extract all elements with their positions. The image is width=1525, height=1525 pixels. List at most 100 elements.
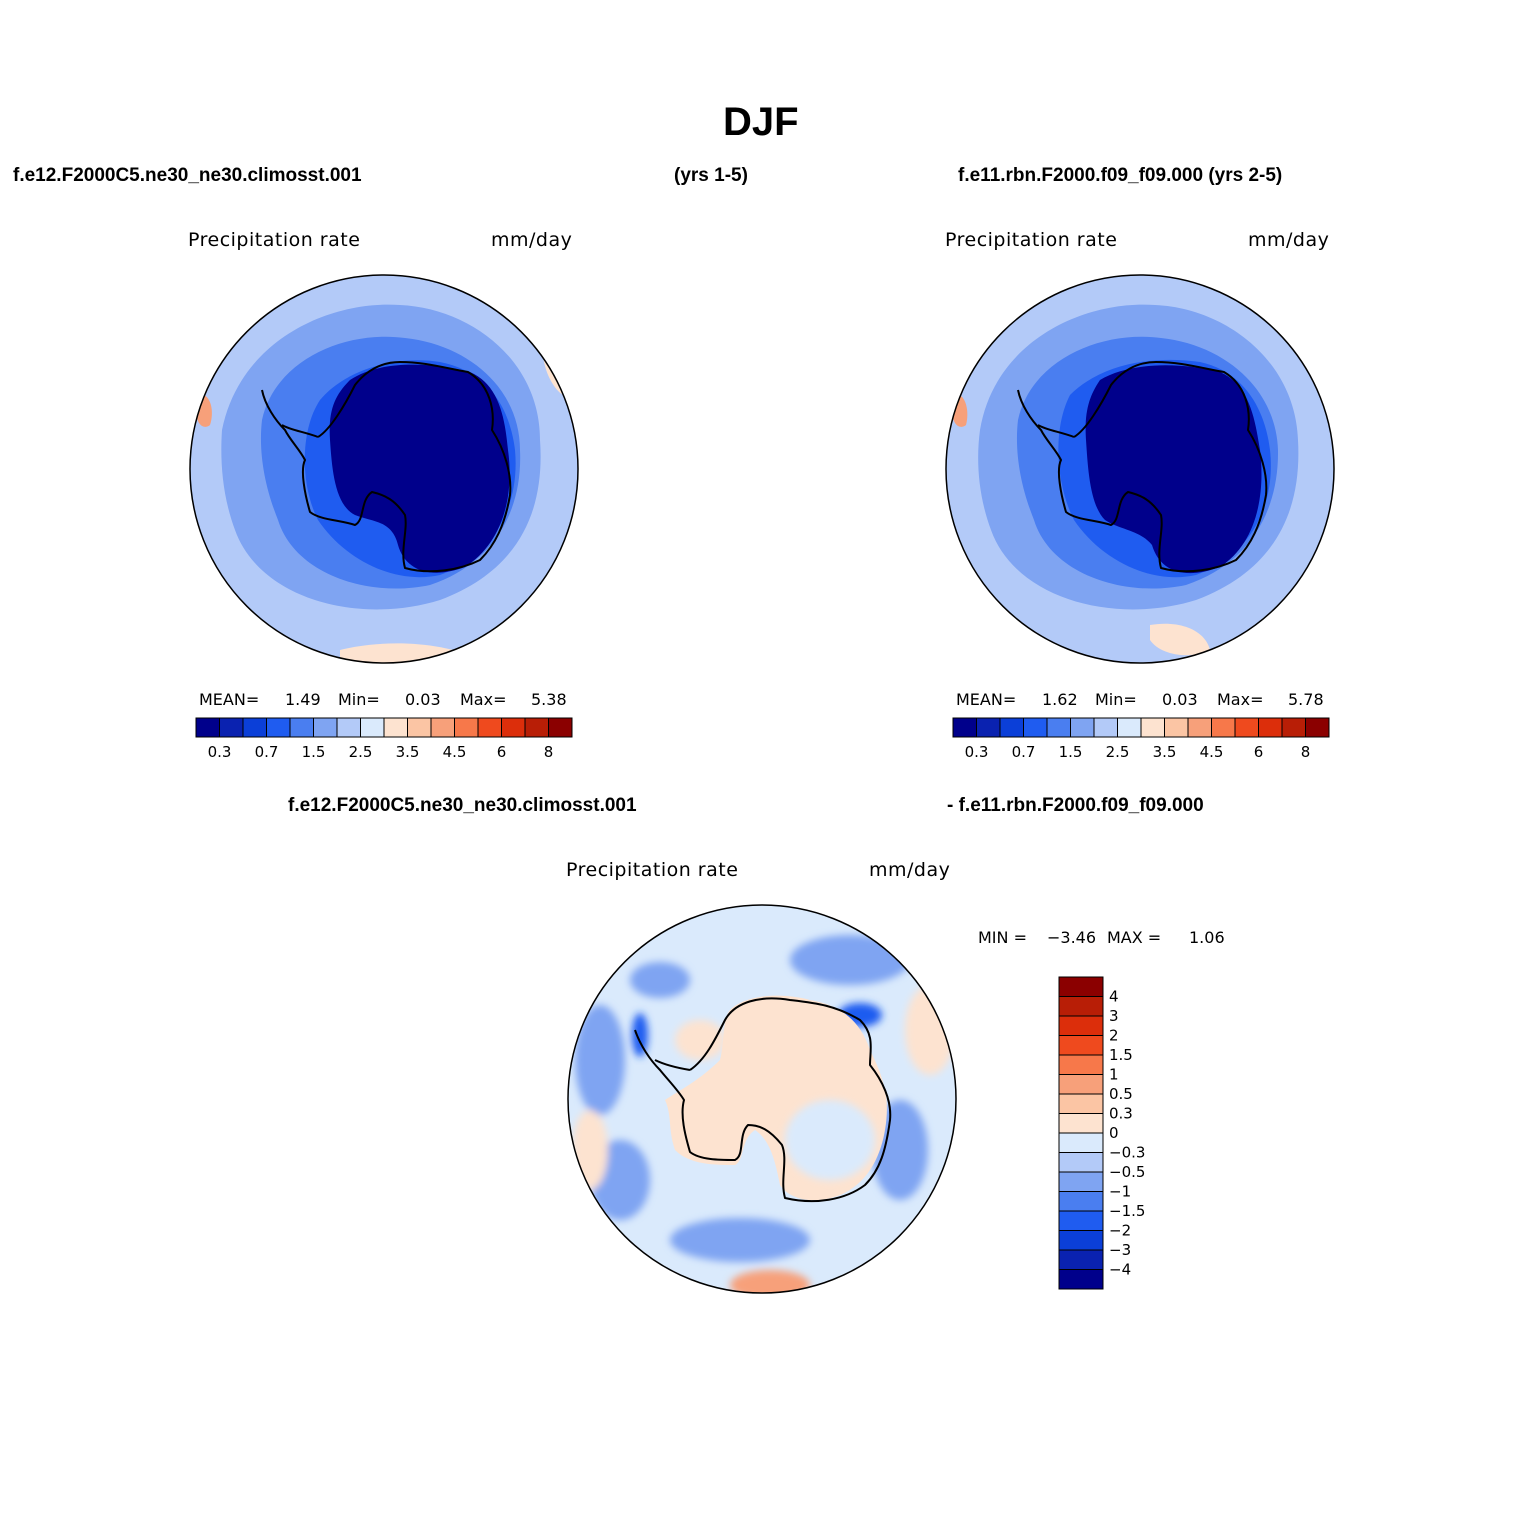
top-left-colorbar-swatch: [477, 717, 502, 738]
top-left-colorbar-swatch: [524, 717, 549, 738]
top-right-colorbar-tick-label: 1.5: [1059, 743, 1083, 761]
difference-colorbar-tick-label: −1.5: [1109, 1202, 1145, 1220]
top-left-colorbar-swatch: [266, 717, 291, 738]
difference-east-antarctica-negative: [785, 1100, 875, 1180]
top-right-max-value: 5.78: [1288, 690, 1324, 709]
top-right-min-label: Min=: [1095, 690, 1137, 709]
difference-colorbar-swatch: [1058, 1074, 1104, 1095]
bottom-case-label-right: - f.e11.rbn.F2000.f09_f09.000: [947, 795, 1204, 816]
top-right-colorbar-swatch: [1211, 717, 1236, 738]
difference-colorbar-tick-label: −0.3: [1109, 1144, 1145, 1162]
top-right-colorbar-tick-label: 2.5: [1106, 743, 1130, 761]
bottom-min-label: MIN =: [978, 928, 1027, 947]
top-right-case-label: f.e11.rbn.F2000.f09_f09.000 (yrs 2-5): [958, 165, 1283, 186]
top-left-colorbar-swatch: [336, 717, 361, 738]
difference-colorbar-swatch: [1058, 1269, 1104, 1290]
difference-colorbar-tick-label: 0: [1109, 1124, 1119, 1142]
difference-colorbar: 43 21.5 10.5 0.30 −0.3−0.5 −1−1.5 −2−3 −4: [1058, 976, 1145, 1290]
top-right-colorbar-swatch: [1164, 717, 1189, 738]
top-left-years-label: (yrs 1-5): [674, 165, 748, 186]
difference-colorbar-tick-label: −3: [1109, 1241, 1131, 1259]
difference-colorbar-tick-label: 4: [1109, 988, 1119, 1006]
top-right-warm-patch-bottom: [1150, 623, 1210, 656]
difference-positive-patch-3: [730, 1270, 810, 1293]
difference-negative-patch-4: [790, 935, 910, 985]
top-left-colorbar-swatch: [195, 717, 220, 738]
difference-colorbar-swatch: [1058, 1230, 1104, 1251]
top-left-colorbar-swatch: [242, 717, 267, 738]
difference-colorbar-swatch: [1058, 1210, 1104, 1231]
top-left-colorbar-tick-label: 0.3: [208, 743, 232, 761]
top-right-colorbar-tick-label: 0.7: [1012, 743, 1036, 761]
top-left-colorbar-swatch: [501, 717, 526, 738]
top-right-units: mm/day: [1248, 229, 1330, 251]
difference-negative-patch-3: [670, 1218, 810, 1262]
difference-colorbar-tick-label: −0.5: [1109, 1163, 1145, 1181]
top-left-min-value: 0.03: [405, 690, 441, 709]
difference-polar-map: [567, 904, 957, 1294]
top-right-colorbar-tick-label: 3.5: [1153, 743, 1177, 761]
difference-colorbar-swatch: [1058, 996, 1104, 1017]
top-right-colorbar-swatch: [1140, 717, 1165, 738]
top-left-colorbar-swatch: [407, 717, 432, 738]
top-right-colorbar-tick-label: 6: [1254, 743, 1264, 761]
bottom-max-label: MAX =: [1107, 928, 1162, 947]
difference-colorbar-tick-label: −1: [1109, 1183, 1131, 1201]
top-right-antarctica-fill: [1085, 365, 1262, 574]
difference-negative-patch-1: [575, 1005, 625, 1115]
top-left-case-label: f.e12.F2000C5.ne30_ne30.climosst.001: [13, 165, 362, 186]
top-right-mean-value: 1.62: [1042, 690, 1078, 709]
top-left-colorbar-swatch: [383, 717, 408, 738]
bottom-case-label-left: f.e12.F2000C5.ne30_ne30.climosst.001: [288, 795, 637, 816]
difference-positive-patch-2: [572, 1110, 608, 1190]
top-right-colorbar-swatch: [976, 717, 1001, 738]
difference-colorbar-swatch: [1058, 1035, 1104, 1056]
top-left-coastline: [261, 361, 512, 573]
difference-positive-patch-1: [905, 985, 955, 1075]
top-right-colorbar-swatch: [1023, 717, 1048, 738]
top-right-colorbar: 0.3 0.7 1.5 2.5 3.5 4.5 6 8: [952, 717, 1330, 761]
bottom-min-value: −3.46: [1047, 928, 1097, 947]
difference-colorbar-tick-label: 2: [1109, 1027, 1119, 1045]
top-left-colorbar-tick-label: 6: [497, 743, 507, 761]
top-left-colorbar-swatch: [289, 717, 314, 738]
bottom-variable-name: Precipitation rate: [566, 859, 739, 881]
top-left-colorbar: 0.3 0.7 1.5 2.5 3.5 4.5 6 8: [195, 717, 573, 761]
difference-colorbar-swatch: [1058, 1093, 1104, 1114]
top-right-max-label: Max=: [1217, 690, 1264, 709]
top-right-coastline: [1017, 361, 1268, 573]
top-left-polar-map: [189, 274, 579, 664]
top-left-colorbar-swatch: [548, 717, 573, 738]
top-left-variable-name: Precipitation rate: [188, 229, 361, 251]
difference-colorbar-swatch: [1058, 1015, 1104, 1036]
top-left-units: mm/day: [491, 229, 573, 251]
top-right-colorbar-swatch: [1281, 717, 1306, 738]
top-left-colorbar-swatch: [430, 717, 455, 738]
top-right-colorbar-swatch: [952, 717, 977, 738]
difference-coastline: [634, 997, 892, 1203]
difference-colorbar-swatch: [1058, 1152, 1104, 1173]
difference-colorbar-tick-label: 0.5: [1109, 1085, 1133, 1103]
top-right-colorbar-swatch: [1234, 717, 1259, 738]
top-right-colorbar-swatch: [1187, 717, 1212, 738]
top-left-colorbar-tick-label: 8: [544, 743, 554, 761]
top-right-colorbar-swatch: [1093, 717, 1118, 738]
top-right-mean-label: MEAN=: [956, 690, 1017, 709]
difference-colorbar-tick-label: 1: [1109, 1066, 1119, 1084]
bottom-units: mm/day: [869, 859, 951, 881]
top-left-max-label: Max=: [460, 690, 507, 709]
difference-negative-patch-5: [872, 1100, 928, 1200]
top-left-colorbar-tick-label: 2.5: [349, 743, 373, 761]
difference-positive-patch-4: [675, 1020, 725, 1060]
top-right-min-value: 0.03: [1162, 690, 1198, 709]
top-left-min-label: Min=: [338, 690, 380, 709]
difference-colorbar-swatch: [1058, 1249, 1104, 1270]
difference-colorbar-swatch: [1058, 976, 1104, 997]
difference-colorbar-swatch: [1058, 1191, 1104, 1212]
difference-colorbar-swatch: [1058, 1054, 1104, 1075]
difference-colorbar-tick-label: 1.5: [1109, 1046, 1133, 1064]
top-left-colorbar-swatch: [360, 717, 385, 738]
top-right-colorbar-tick-label: 4.5: [1200, 743, 1224, 761]
difference-peninsula-negative-patch: [632, 1013, 648, 1057]
